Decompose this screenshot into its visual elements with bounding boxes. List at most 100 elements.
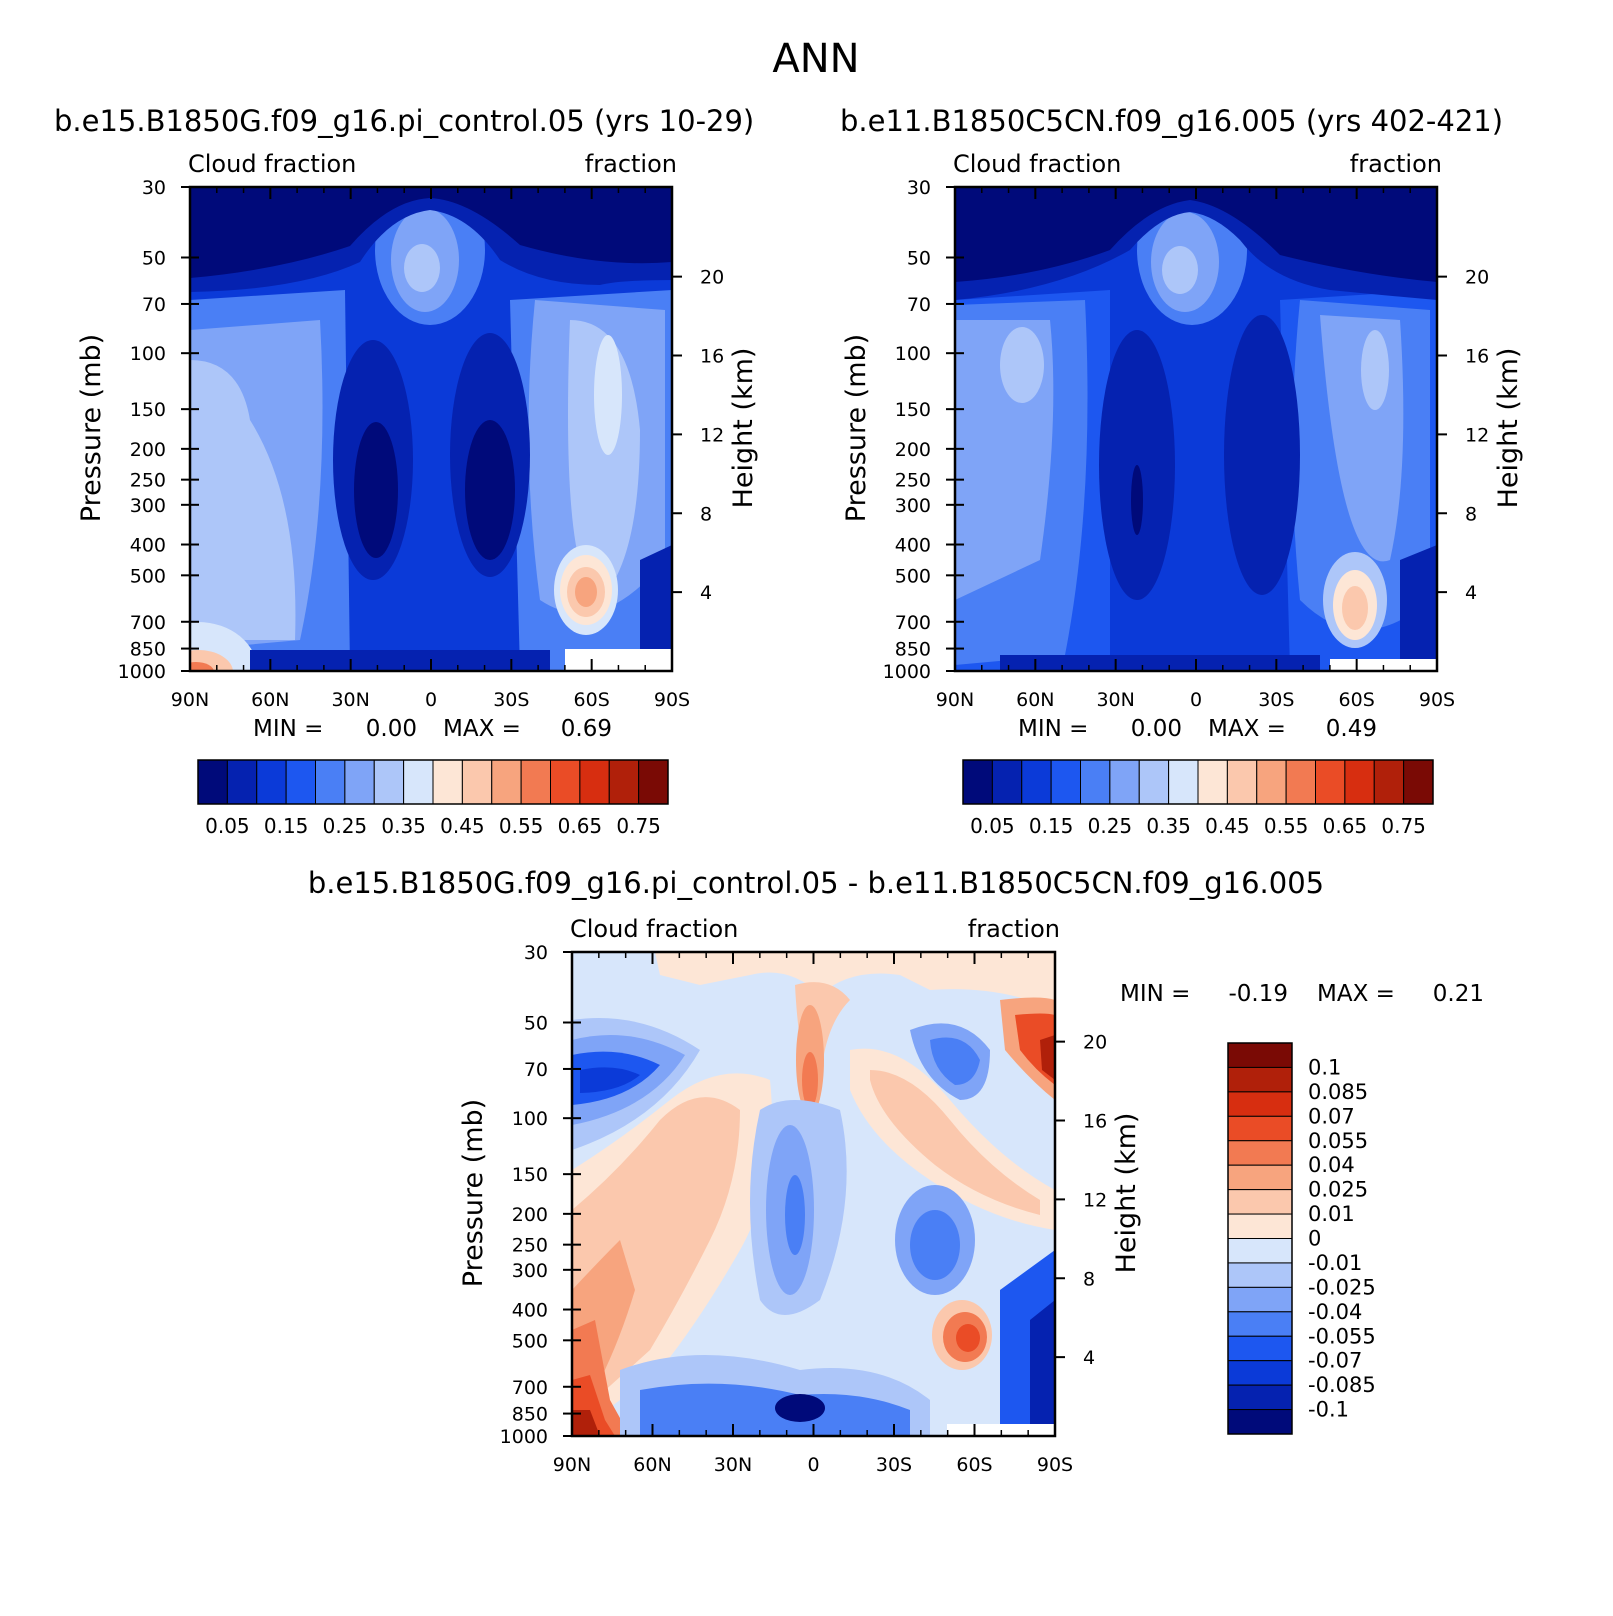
xtick-label: 60S — [1339, 689, 1375, 711]
colorbar-label: 0.05 — [970, 814, 1015, 838]
colorbar-label: -0.01 — [1308, 1251, 1362, 1275]
panel-3-colorbar: 0.10.0850.070.0550.040.0250.010-0.01-0.0… — [1227, 1042, 1376, 1435]
height-tick-label: 8 — [700, 503, 712, 525]
panel-1-title: b.e15.B1850G.f09_g16.pi_control.05 (yrs … — [54, 104, 754, 138]
panel-2-min-value: 0.00 — [1131, 716, 1182, 742]
panel-1-colorbar: 0.05 0.15 0.25 0.35 0.45 0.55 0.65 0.75 — [197, 759, 669, 838]
ytick-label: 200 — [895, 439, 931, 461]
xtick-label: 60N — [633, 1454, 671, 1476]
panel-2-upper-trop-inner — [1162, 246, 1198, 294]
colorbar-label: 0.01 — [1308, 1202, 1355, 1226]
panel-1-stratocu-4 — [575, 577, 597, 607]
panel-3-title: b.e15.B1850G.f09_g16.pi_control.05 - b.e… — [308, 866, 1324, 900]
panel-3-sh-neg-2 — [930, 1037, 980, 1085]
colorbar-swatch — [344, 759, 375, 805]
xtick-label: 90N — [936, 689, 974, 711]
panel-2-stratocu-3 — [1342, 586, 1368, 630]
panel-3-eq-pos-3 — [802, 1052, 818, 1108]
colorbar-label: -0.04 — [1308, 1300, 1362, 1324]
ytick-label: 700 — [130, 612, 166, 634]
colorbar-label: 0.75 — [616, 814, 661, 838]
xtick-label: 90S — [1037, 1454, 1073, 1476]
colorbar-swatch — [256, 759, 287, 805]
colorbar-swatch — [991, 759, 1023, 805]
colorbar-swatch — [461, 759, 493, 805]
panel-3-ylabel: Pressure (mb) — [458, 1099, 489, 1287]
colorbar-swatch — [1227, 1311, 1293, 1337]
xtick-label: 60N — [1016, 689, 1054, 711]
ytick-label: 70 — [142, 294, 166, 316]
colorbar-frame — [1227, 1042, 1293, 1435]
height-tick-label: 12 — [1465, 424, 1489, 446]
colorbar-swatch — [1227, 1091, 1293, 1117]
colorbar-swatch — [1227, 1335, 1293, 1362]
height-tick-label: 4 — [1083, 1347, 1095, 1369]
colorbar-swatch — [432, 759, 463, 805]
ytick-label: 200 — [512, 1204, 548, 1226]
colorbar-swatch — [1256, 759, 1287, 805]
colorbar-label: -0.085 — [1308, 1373, 1376, 1397]
ytick-label: 250 — [512, 1235, 548, 1257]
colorbar-label: 0.1 — [1308, 1055, 1341, 1079]
panel-3-antarctic-neg-core — [1030, 1300, 1055, 1436]
ytick-label: 400 — [512, 1300, 548, 1322]
xtick-label: 30N — [714, 1454, 752, 1476]
colorbar-label: 0.25 — [1088, 814, 1133, 838]
ytick-label: 850 — [895, 639, 931, 661]
colorbar-label: 0.55 — [499, 814, 544, 838]
colorbar-swatch — [1315, 759, 1346, 805]
panel-3-sc-pos-3 — [956, 1324, 980, 1352]
panel-3-polar-top-3 — [1040, 1035, 1055, 1080]
height-tick-label: 16 — [700, 346, 724, 368]
colorbar-swatch — [226, 759, 258, 805]
colorbar-label: 0.65 — [1323, 814, 1368, 838]
panel-3-subtitle-right: fraction — [968, 915, 1060, 943]
colorbar-swatch — [1373, 759, 1405, 805]
panel-3-max-value: 0.21 — [1433, 981, 1484, 1007]
colorbar-swatch — [1227, 1189, 1293, 1215]
ytick-label: 1000 — [118, 661, 166, 683]
colorbar-label: -0.055 — [1308, 1324, 1376, 1348]
colorbar-swatch — [1344, 759, 1375, 805]
colorbar-label: -0.025 — [1308, 1275, 1376, 1299]
panel-1-surface-strip — [250, 650, 550, 671]
colorbar-swatch — [1021, 759, 1052, 805]
ytick-label: 300 — [895, 495, 931, 517]
ytick-label: 100 — [895, 343, 931, 365]
xtick-label: 90S — [654, 689, 690, 711]
panel-2-title: b.e11.B1850C5CN.f09_g16.005 (yrs 402-421… — [840, 104, 1503, 138]
panel-3-eq-neg-3 — [785, 1175, 805, 1255]
panel-2-subtitle-left: Cloud fraction — [953, 150, 1121, 178]
colorbar-swatch — [1227, 1286, 1293, 1313]
colorbar-frame — [197, 759, 669, 805]
colorbar-swatch — [1226, 759, 1258, 805]
colorbar-swatch — [1227, 1066, 1293, 1093]
panel-2-n-pale-cell — [1000, 327, 1044, 403]
ytick-label: 100 — [512, 1108, 548, 1130]
colorbar-swatch — [373, 759, 405, 805]
ytick-label: 500 — [512, 1330, 548, 1352]
colorbar-label: 0.025 — [1308, 1178, 1368, 1202]
ytick-label: 700 — [895, 612, 931, 634]
figure-title: ANN — [772, 36, 859, 82]
colorbar-label: 0.15 — [1029, 814, 1074, 838]
colorbar-swatch — [1227, 1140, 1293, 1166]
panel-1-band-lighter-s — [568, 320, 640, 600]
colorbar-frame — [962, 759, 1434, 805]
colorbar-label: 0.055 — [1308, 1129, 1368, 1153]
colorbar-swatch — [1227, 1262, 1293, 1288]
panel-1-ylabel2: Height (km) — [728, 348, 759, 509]
ytick-label: 50 — [142, 248, 166, 270]
colorbar-label: 0.45 — [440, 814, 485, 838]
colorbar-label: 0.75 — [1381, 814, 1426, 838]
colorbar-label: 0.05 — [205, 814, 250, 838]
ytick-label: 400 — [895, 535, 931, 557]
ytick-label: 150 — [130, 399, 166, 421]
colorbar-swatch — [1227, 1164, 1293, 1191]
colorbar-swatch — [1285, 759, 1316, 805]
colorbar-swatch — [1109, 759, 1140, 805]
ytick-label: 700 — [512, 1377, 548, 1399]
panel-2-colorbar: 0.05 0.15 0.25 0.35 0.45 0.55 0.65 0.75 — [962, 759, 1434, 838]
xtick-label: 90N — [553, 1454, 591, 1476]
